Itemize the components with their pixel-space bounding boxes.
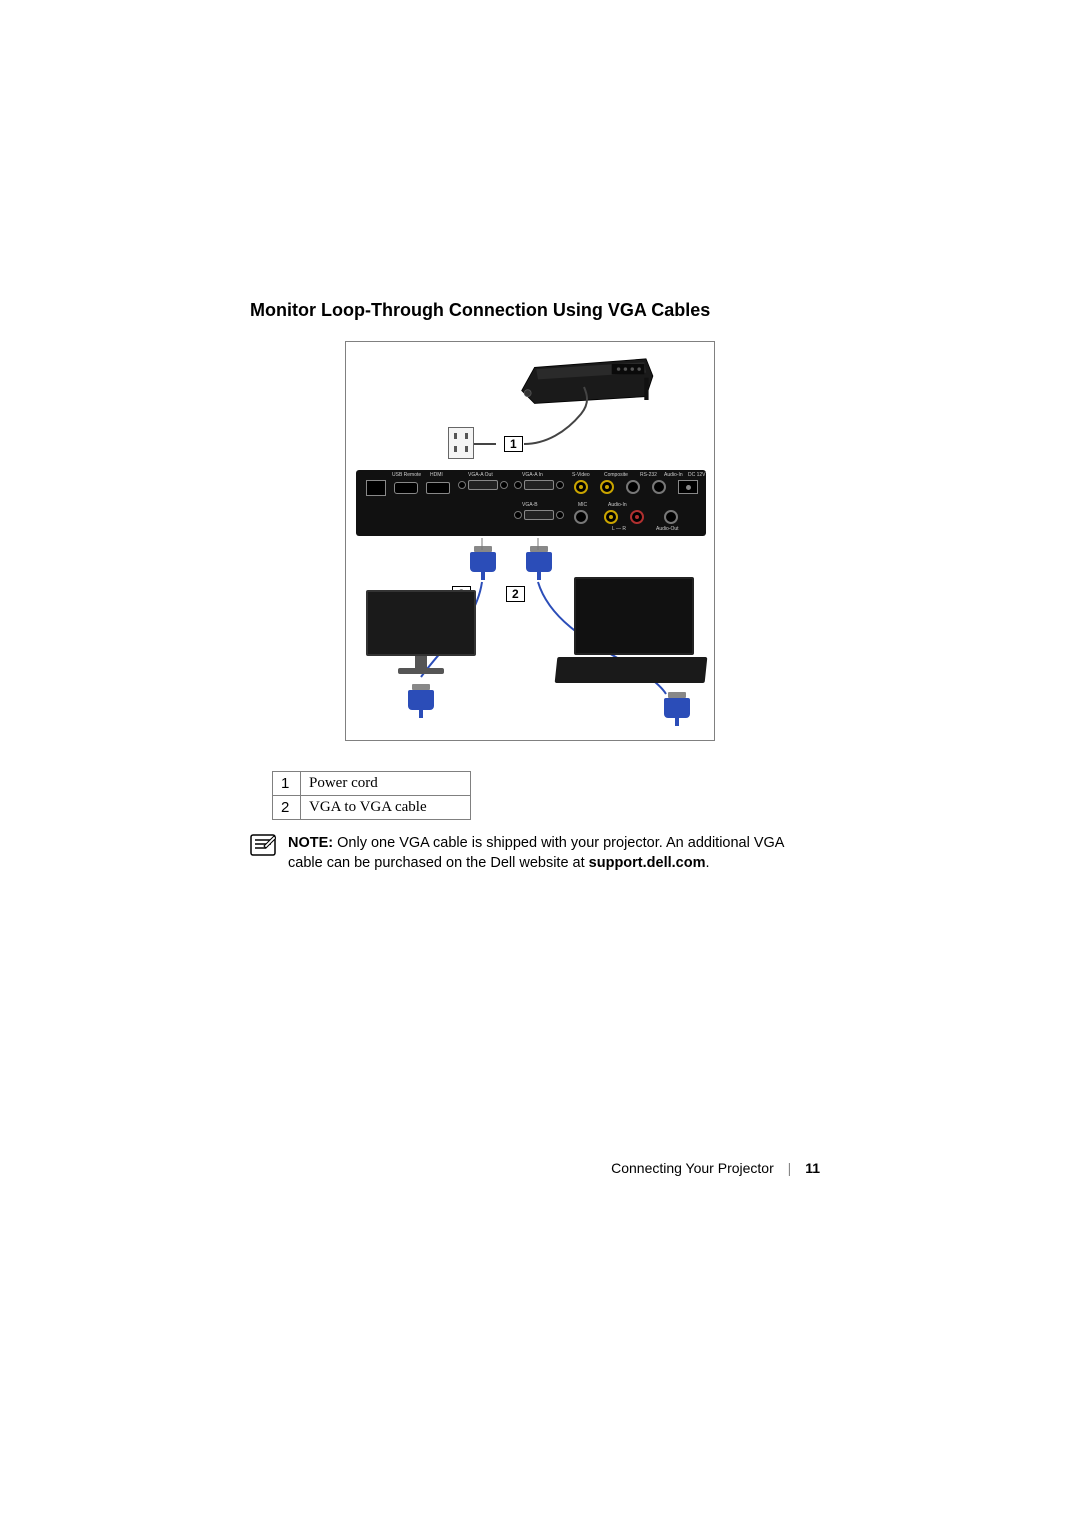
table-row: 2 VGA to VGA cable [273,796,471,820]
footer-page-number: 11 [805,1160,820,1176]
note-body-2: . [706,855,710,871]
legend-table: 1 Power cord 2 VGA to VGA cable [272,771,471,820]
vga-plug-icon [408,690,434,710]
page-footer: Connecting Your Projector | 11 [611,1160,820,1176]
footer-section: Connecting Your Projector [611,1160,774,1176]
section-heading: Monitor Loop-Through Connection Using VG… [250,300,810,321]
note-lead: NOTE: [288,835,333,851]
monitor-illustration [366,590,476,670]
laptop-illustration [556,577,706,687]
legend-number: 2 [273,796,301,820]
note-text: NOTE: Only one VGA cable is shipped with… [288,834,810,873]
legend-label: Power cord [301,772,471,796]
connection-diagram: 1 USB Remote HDMI VGA-A Out VGA-A In S-V… [345,341,715,741]
callout-2-right: 2 [506,586,525,602]
note-url: support.dell.com [589,855,706,871]
note-icon [250,834,276,856]
table-row: 1 Power cord [273,772,471,796]
legend-number: 1 [273,772,301,796]
vga-plug-icon [664,698,690,718]
footer-separator: | [778,1160,802,1176]
legend-label: VGA to VGA cable [301,796,471,820]
